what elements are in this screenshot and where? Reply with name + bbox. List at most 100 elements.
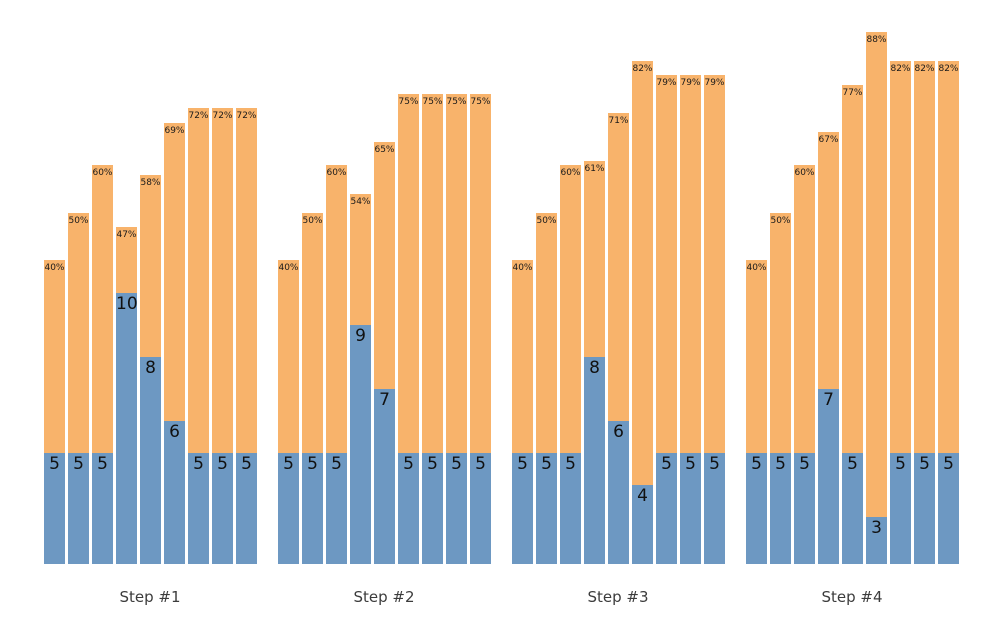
pct-label: 71%: [608, 116, 629, 126]
bar: 72% 5: [212, 108, 233, 564]
value-segment: 5: [704, 453, 725, 564]
value-label: 7: [823, 390, 834, 410]
value-label: 9: [355, 326, 366, 346]
value-segment: 7: [374, 389, 395, 564]
value-label: 5: [331, 454, 342, 474]
value-label: 5: [517, 454, 528, 474]
value-label: 5: [307, 454, 318, 474]
value-label: 5: [427, 454, 438, 474]
bar: 79% 5: [680, 75, 701, 564]
value-segment: 5: [398, 453, 419, 564]
value-label: 5: [241, 454, 252, 474]
bar: 82% 5: [890, 60, 911, 564]
pct-label: 40%: [278, 263, 299, 273]
value-segment: 9: [350, 325, 371, 564]
pct-segment: 79%: [656, 75, 677, 453]
pct-segment: 50%: [68, 212, 89, 453]
value-label: 5: [919, 454, 930, 474]
value-segment: 5: [938, 453, 959, 564]
value-segment: 3: [866, 517, 887, 564]
pct-segment: 72%: [188, 108, 209, 453]
pct-label: 79%: [680, 78, 701, 88]
pct-segment: 75%: [470, 94, 491, 453]
pct-label: 75%: [470, 97, 491, 107]
pct-label: 79%: [656, 78, 677, 88]
pct-segment: 88%: [866, 32, 887, 517]
value-label: 6: [613, 422, 624, 442]
value-segment: 5: [44, 453, 65, 564]
pct-segment: 50%: [536, 212, 557, 453]
value-segment: 5: [422, 453, 443, 564]
pct-label: 58%: [140, 177, 161, 188]
value-label: 5: [451, 454, 462, 474]
value-segment: 5: [188, 453, 209, 564]
bar: 60% 5: [794, 165, 815, 564]
step-label-4: Step #4: [821, 588, 883, 606]
bar: 50% 5: [536, 212, 557, 564]
pct-label: 50%: [770, 215, 791, 226]
bar: 79% 5: [656, 75, 677, 564]
bar: 40% 5: [278, 260, 299, 564]
bar: 47% 10: [116, 227, 138, 564]
pct-segment: 82%: [632, 60, 653, 485]
value-segment: 6: [608, 421, 629, 564]
bar: 54% 9: [350, 193, 371, 564]
pct-label: 72%: [212, 111, 233, 121]
value-segment: 6: [164, 421, 185, 564]
pct-label: 60%: [92, 168, 113, 178]
pct-label: 82%: [890, 63, 911, 74]
pct-label: 60%: [794, 168, 815, 178]
pct-segment: 67%: [818, 132, 839, 389]
value-segment: 5: [770, 453, 791, 564]
bar: 82% 5: [914, 60, 935, 564]
value-segment: 5: [446, 453, 467, 564]
value-segment: 7: [818, 389, 839, 564]
pct-label: 47%: [116, 230, 137, 240]
value-segment: 5: [560, 453, 581, 564]
bar: 69% 6: [164, 122, 185, 564]
pct-label: 79%: [704, 78, 725, 88]
pct-label: 75%: [446, 97, 467, 107]
value-segment: 4: [632, 485, 653, 564]
value-label: 5: [541, 454, 552, 474]
pct-label: 50%: [536, 215, 557, 226]
value-label: 5: [217, 454, 228, 474]
pct-label: 72%: [236, 111, 257, 121]
value-label: 5: [73, 454, 84, 474]
bar: 79% 5: [704, 75, 725, 564]
pct-segment: 40%: [44, 260, 65, 453]
bar: 82% 4: [632, 60, 653, 564]
value-label: 5: [403, 454, 414, 474]
value-segment: 5: [656, 453, 677, 564]
pct-label: 77%: [842, 87, 863, 98]
bar: 50% 5: [68, 212, 89, 564]
pct-label: 40%: [746, 263, 767, 273]
pct-segment: 60%: [794, 165, 815, 453]
value-segment: 5: [746, 453, 767, 564]
bar: 75% 5: [422, 94, 443, 564]
pct-segment: 75%: [446, 94, 467, 453]
pct-segment: 79%: [680, 75, 701, 453]
value-segment: 5: [470, 453, 491, 564]
pct-segment: 58%: [140, 174, 161, 357]
value-label: 8: [145, 358, 156, 378]
value-segment: 8: [140, 357, 161, 564]
bar: 75% 5: [470, 94, 491, 564]
bar: 88% 3: [866, 32, 887, 564]
bar: 75% 5: [446, 94, 467, 564]
value-label: 5: [475, 454, 486, 474]
pct-segment: 60%: [326, 165, 347, 453]
pct-label: 82%: [938, 63, 959, 74]
value-segment: 10: [116, 293, 138, 564]
pct-label: 88%: [866, 35, 887, 45]
pct-segment: 82%: [914, 60, 935, 453]
value-segment: 5: [278, 453, 299, 564]
value-label: 4: [637, 486, 648, 506]
bar: 50% 5: [770, 212, 791, 564]
value-label: 5: [775, 454, 786, 474]
value-segment: 8: [584, 357, 605, 564]
bar: 77% 5: [842, 84, 863, 564]
pct-segment: 79%: [704, 75, 725, 453]
bar: 72% 5: [188, 108, 209, 564]
